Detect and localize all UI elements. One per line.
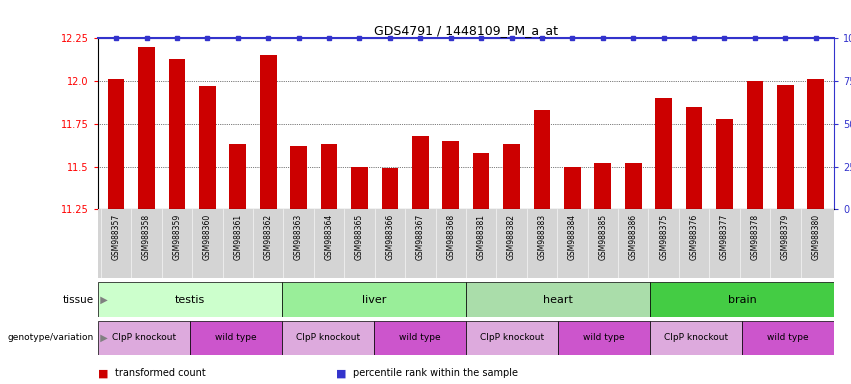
Text: GSM988378: GSM988378 bbox=[751, 214, 759, 260]
Text: GSM988385: GSM988385 bbox=[598, 214, 608, 260]
Bar bbox=[473, 153, 489, 209]
Bar bbox=[650, 282, 834, 317]
Bar bbox=[321, 144, 337, 209]
Text: GSM988362: GSM988362 bbox=[264, 214, 272, 260]
Bar bbox=[558, 321, 650, 355]
Bar bbox=[190, 321, 282, 355]
Text: brain: brain bbox=[728, 295, 757, 305]
Bar bbox=[374, 321, 466, 355]
Bar bbox=[381, 168, 398, 209]
Text: GSM988366: GSM988366 bbox=[386, 214, 394, 260]
Bar bbox=[108, 79, 124, 209]
Bar bbox=[98, 282, 282, 317]
Text: ClpP knockout: ClpP knockout bbox=[480, 333, 544, 343]
Text: ▶: ▶ bbox=[94, 333, 107, 343]
Bar bbox=[98, 321, 190, 355]
Text: GSM988382: GSM988382 bbox=[507, 214, 516, 260]
Text: GSM988381: GSM988381 bbox=[477, 214, 486, 260]
Text: GSM988377: GSM988377 bbox=[720, 214, 729, 260]
Text: ClpP knockout: ClpP knockout bbox=[664, 333, 728, 343]
Text: transformed count: transformed count bbox=[115, 368, 206, 378]
Text: GSM988380: GSM988380 bbox=[811, 214, 820, 260]
Bar bbox=[746, 81, 763, 209]
Bar bbox=[595, 163, 611, 209]
Bar bbox=[777, 84, 794, 209]
Text: GSM988361: GSM988361 bbox=[233, 214, 243, 260]
Bar bbox=[564, 167, 580, 209]
Bar bbox=[282, 321, 374, 355]
Text: heart: heart bbox=[543, 295, 573, 305]
Bar bbox=[716, 119, 733, 209]
Text: tissue: tissue bbox=[62, 295, 94, 305]
Text: ▶: ▶ bbox=[94, 295, 107, 305]
Text: GSM988375: GSM988375 bbox=[660, 214, 668, 260]
Text: ClpP knockout: ClpP knockout bbox=[111, 333, 176, 343]
Text: GSM988365: GSM988365 bbox=[355, 214, 364, 260]
Text: GSM988358: GSM988358 bbox=[142, 214, 151, 260]
Text: GSM988386: GSM988386 bbox=[629, 214, 637, 260]
Text: liver: liver bbox=[362, 295, 386, 305]
Text: wild type: wild type bbox=[215, 333, 257, 343]
Bar bbox=[686, 107, 702, 209]
Text: genotype/variation: genotype/variation bbox=[8, 333, 94, 343]
Bar bbox=[168, 59, 186, 209]
Text: GSM988363: GSM988363 bbox=[294, 214, 303, 260]
Text: GSM988359: GSM988359 bbox=[173, 214, 181, 260]
Bar bbox=[503, 144, 520, 209]
Bar bbox=[808, 79, 824, 209]
Text: GSM988368: GSM988368 bbox=[446, 214, 455, 260]
Title: GDS4791 / 1448109_PM_a_at: GDS4791 / 1448109_PM_a_at bbox=[374, 24, 558, 37]
Text: GSM988384: GSM988384 bbox=[568, 214, 577, 260]
Bar bbox=[742, 321, 834, 355]
Bar bbox=[138, 47, 155, 209]
Bar bbox=[534, 110, 551, 209]
Bar bbox=[655, 98, 672, 209]
Text: GSM988367: GSM988367 bbox=[416, 214, 425, 260]
Text: GSM988364: GSM988364 bbox=[324, 214, 334, 260]
Bar bbox=[466, 282, 650, 317]
Bar bbox=[199, 86, 216, 209]
Text: GSM988357: GSM988357 bbox=[111, 214, 121, 260]
Bar bbox=[466, 321, 558, 355]
Bar bbox=[230, 144, 246, 209]
Text: percentile rank within the sample: percentile rank within the sample bbox=[353, 368, 518, 378]
Bar bbox=[260, 55, 277, 209]
Text: GSM988379: GSM988379 bbox=[781, 214, 790, 260]
Text: GSM988360: GSM988360 bbox=[203, 214, 212, 260]
Text: GSM988376: GSM988376 bbox=[689, 214, 699, 260]
Text: wild type: wild type bbox=[583, 333, 625, 343]
Text: wild type: wild type bbox=[399, 333, 441, 343]
Bar bbox=[412, 136, 429, 209]
Bar bbox=[351, 167, 368, 209]
Bar bbox=[650, 321, 742, 355]
Bar bbox=[443, 141, 459, 209]
Text: ■: ■ bbox=[336, 368, 346, 378]
Bar bbox=[290, 146, 307, 209]
Text: GSM988383: GSM988383 bbox=[538, 214, 546, 260]
Text: wild type: wild type bbox=[767, 333, 808, 343]
Text: ClpP knockout: ClpP knockout bbox=[296, 333, 360, 343]
Text: ■: ■ bbox=[98, 368, 108, 378]
Bar bbox=[625, 163, 642, 209]
Text: testis: testis bbox=[174, 295, 205, 305]
Bar bbox=[282, 282, 466, 317]
